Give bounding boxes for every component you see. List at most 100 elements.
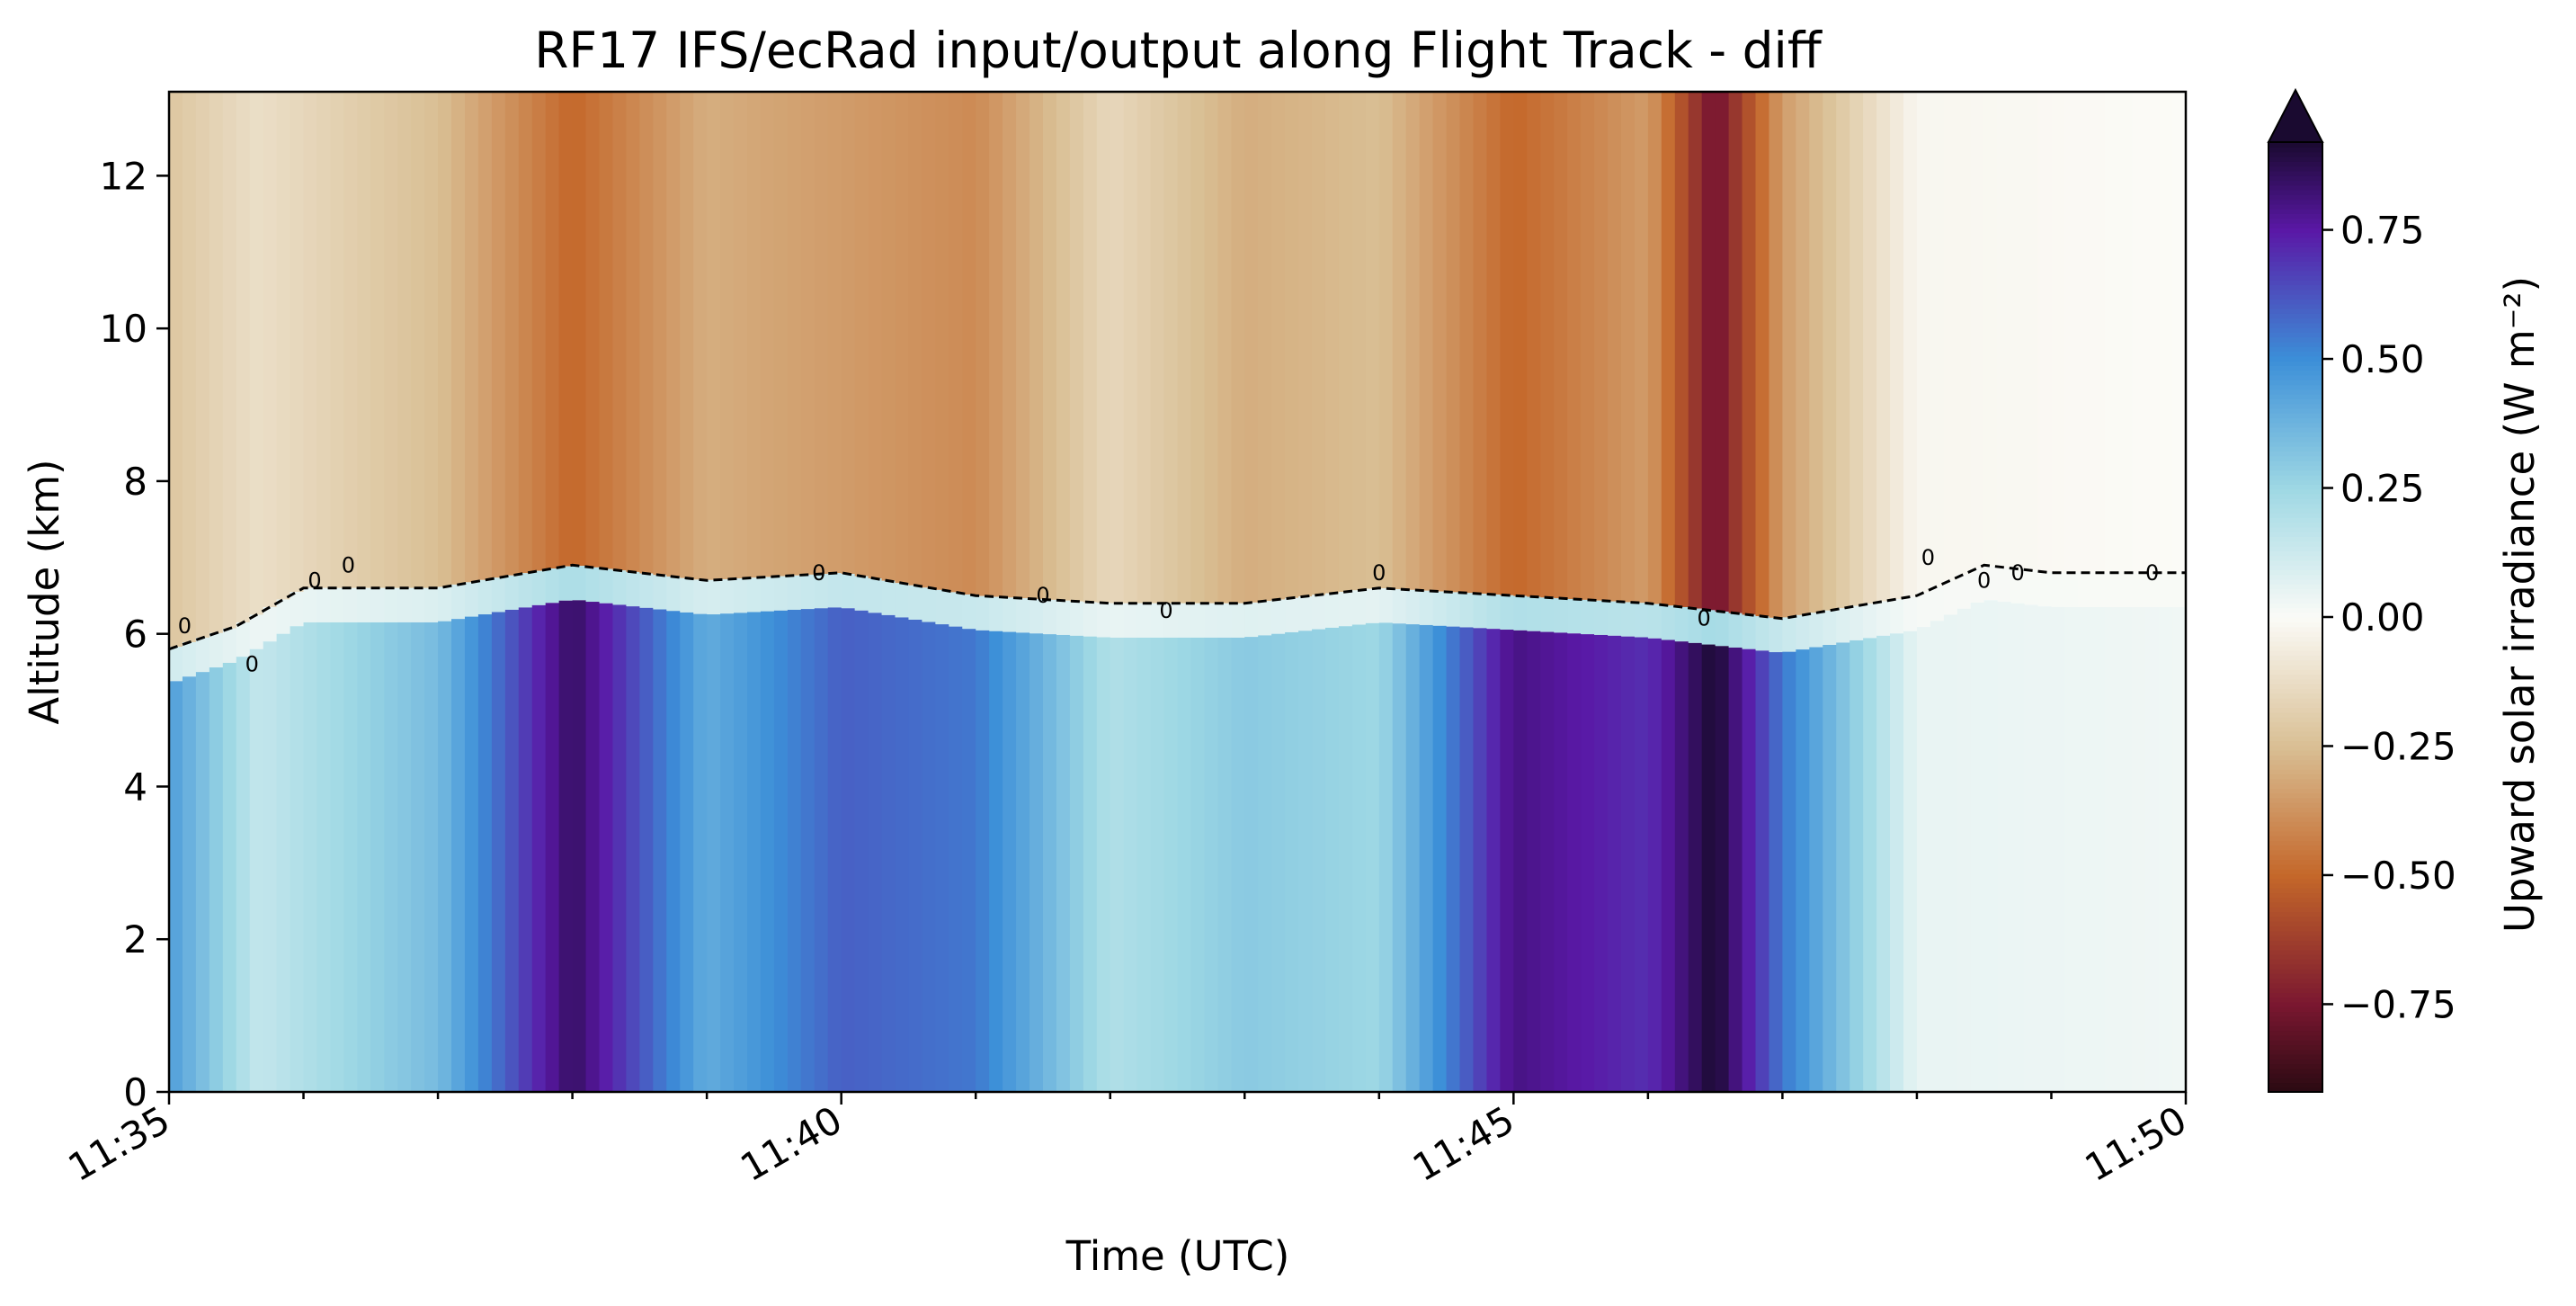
heatmap-cell-lower — [922, 622, 936, 1092]
heatmap-cell-lower — [1809, 647, 1823, 1092]
heatmap-cell-upper — [1796, 92, 1810, 615]
colorbar-segment — [2268, 649, 2322, 657]
colorbar-segment — [2268, 759, 2322, 765]
heatmap-cell-upper — [1432, 92, 1448, 592]
heatmap-cell-transition — [1634, 603, 1649, 638]
heatmap-cell-transition — [572, 566, 587, 601]
heatmap-cell-transition — [1110, 603, 1125, 638]
heatmap-cell-lower — [1540, 631, 1555, 1092]
heatmap-cell-lower — [1742, 649, 1757, 1092]
heatmap-cell-lower — [989, 631, 1003, 1092]
contour-label: 0 — [1977, 568, 1991, 593]
heatmap-cell-lower — [263, 641, 278, 1092]
colorbar-segment — [2268, 465, 2322, 471]
colorbar-segment — [2268, 147, 2322, 153]
heatmap-cell-transition — [1943, 580, 1958, 615]
heatmap-cell-lower — [330, 622, 344, 1092]
contour-label: 0 — [178, 613, 192, 639]
y-tick-label: 12 — [100, 154, 147, 198]
heatmap-cell-lower — [276, 633, 291, 1092]
x-tick-label: 11:50 — [2078, 1097, 2194, 1190]
heatmap-cell-upper — [316, 92, 332, 588]
colorbar-segment — [2268, 1087, 2322, 1093]
heatmap-cell-transition — [236, 622, 251, 657]
colorbar-segment — [2268, 868, 2322, 874]
heatmap-cell-lower — [1446, 626, 1461, 1092]
colorbar-segment — [2268, 170, 2322, 176]
colorbar-segment — [2268, 745, 2322, 751]
contour-label: 0 — [342, 552, 355, 577]
colorbar-segment — [2268, 479, 2322, 485]
heatmap-cell-upper — [841, 92, 856, 575]
colorbar-tick-label: −0.75 — [2340, 982, 2456, 1026]
heatmap-cell-lower — [2159, 606, 2173, 1092]
heatmap-cell-upper — [504, 92, 520, 576]
colorbar-segment — [2268, 1059, 2322, 1065]
heatmap-cell-transition — [330, 587, 344, 622]
heatmap-cell-lower — [1419, 624, 1434, 1092]
colorbar-segment — [2268, 351, 2322, 357]
colorbar-segment — [2268, 1030, 2322, 1036]
heatmap-cell-lower — [1042, 634, 1057, 1092]
colorbar-segment — [2268, 897, 2322, 903]
heatmap-cell-transition — [531, 570, 547, 605]
colorbar-segment — [2268, 284, 2322, 291]
colorbar-segment — [2268, 156, 2322, 162]
colorbar-segment — [2268, 920, 2322, 926]
heatmap-cell-upper — [397, 92, 412, 588]
heatmap-cell-lower — [1554, 632, 1568, 1092]
heatmap-cell-upper — [438, 92, 452, 587]
colorbar-segment — [2268, 607, 2322, 613]
heatmap-cell-transition — [599, 568, 614, 604]
colorbar-segment — [2268, 165, 2322, 172]
heatmap-cell-lower — [504, 609, 520, 1092]
heatmap-cell-upper — [2172, 92, 2186, 573]
y-tick-label: 4 — [123, 765, 147, 809]
heatmap-cell-upper — [760, 92, 775, 577]
heatmap-cell-upper — [1378, 92, 1394, 589]
heatmap-cell-upper — [2051, 92, 2066, 573]
colorbar-segment — [2268, 707, 2322, 713]
heatmap-cell-lower — [491, 612, 506, 1092]
colorbar-segment — [2268, 840, 2322, 846]
colorbar-segment — [2268, 631, 2322, 637]
colorbar-segment — [2268, 774, 2322, 780]
heatmap-cell-lower — [1231, 637, 1245, 1092]
heatmap-cell-transition — [908, 585, 923, 620]
heatmap-cell-lower — [653, 609, 667, 1092]
heatmap-cell-upper — [222, 92, 237, 629]
heatmap-cell-lower — [1983, 600, 1999, 1092]
heatmap-cell-lower — [411, 622, 425, 1092]
heatmap-cell-transition — [1016, 598, 1030, 633]
heatmap-cell-upper — [1890, 92, 1904, 600]
colorbar-segment — [2268, 332, 2322, 338]
heatmap-cell-upper — [962, 92, 976, 595]
heatmap-cell-upper — [182, 92, 197, 643]
heatmap-cell-transition — [787, 575, 802, 610]
heatmap-cell-transition — [424, 587, 439, 622]
heatmap-cell-transition — [1324, 593, 1340, 628]
colorbar-segment — [2268, 574, 2322, 580]
heatmap-cell-transition — [1970, 568, 1985, 603]
colorbar-segment — [2268, 555, 2322, 561]
colorbar-segment — [2268, 180, 2322, 186]
heatmap-cell-transition — [800, 574, 816, 610]
heatmap-cell-lower — [881, 614, 896, 1092]
heatmap-cell-upper — [1661, 92, 1676, 606]
contour-label: 0 — [1698, 606, 1711, 631]
heatmap-cell-lower — [1661, 640, 1676, 1092]
heatmap-cell-lower — [2078, 606, 2092, 1092]
heatmap-cell-lower — [303, 622, 318, 1092]
colorbar-segment — [2268, 1053, 2322, 1060]
colorbar-segment — [2268, 407, 2322, 414]
heatmap-cell-upper — [1003, 92, 1017, 598]
heatmap-cell-lower — [169, 681, 183, 1092]
colorbar-segment — [2268, 816, 2322, 822]
heatmap-cell-upper — [558, 92, 574, 567]
heatmap-cell-upper — [2091, 92, 2106, 573]
heatmap-cell-lower — [1769, 652, 1783, 1092]
heatmap-cell-upper — [1405, 92, 1421, 590]
heatmap-cell-upper — [1809, 92, 1823, 613]
heatmap-cell-upper — [1285, 92, 1299, 598]
heatmap-cell-transition — [1903, 596, 1918, 631]
